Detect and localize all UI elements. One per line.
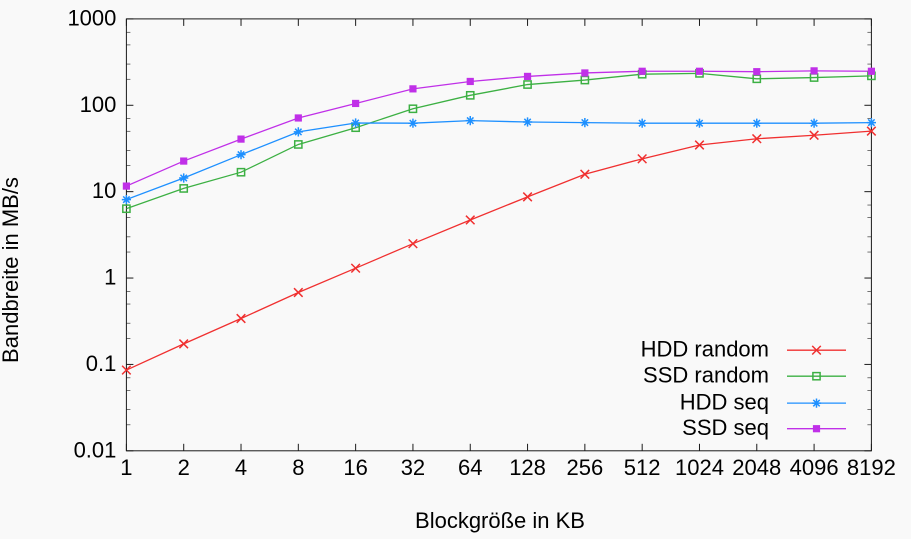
svg-text:2048: 2048 xyxy=(732,455,781,480)
svg-text:HDD seq: HDD seq xyxy=(680,390,769,415)
svg-text:16: 16 xyxy=(343,455,367,480)
svg-text:32: 32 xyxy=(401,455,425,480)
svg-text:0.1: 0.1 xyxy=(86,351,117,376)
svg-text:8: 8 xyxy=(292,455,304,480)
svg-text:1: 1 xyxy=(104,265,116,290)
svg-text:256: 256 xyxy=(567,455,604,480)
svg-text:0.01: 0.01 xyxy=(74,437,117,462)
svg-text:64: 64 xyxy=(458,455,482,480)
svg-text:4: 4 xyxy=(235,455,247,480)
svg-text:512: 512 xyxy=(624,455,661,480)
svg-text:4096: 4096 xyxy=(790,455,839,480)
svg-text:1000: 1000 xyxy=(67,5,116,30)
svg-text:Bandbreite in MB/s: Bandbreite in MB/s xyxy=(0,177,23,363)
svg-text:HDD random: HDD random xyxy=(641,337,769,362)
svg-text:8192: 8192 xyxy=(847,455,896,480)
svg-text:100: 100 xyxy=(80,92,117,117)
svg-text:1024: 1024 xyxy=(675,455,724,480)
svg-text:2: 2 xyxy=(178,455,190,480)
svg-text:1: 1 xyxy=(120,455,132,480)
svg-text:SSD random: SSD random xyxy=(643,363,769,388)
svg-text:128: 128 xyxy=(509,455,546,480)
svg-text:10: 10 xyxy=(92,178,116,203)
svg-text:SSD seq: SSD seq xyxy=(682,415,769,440)
svg-text:Blockgröße in KB: Blockgröße in KB xyxy=(415,508,585,533)
